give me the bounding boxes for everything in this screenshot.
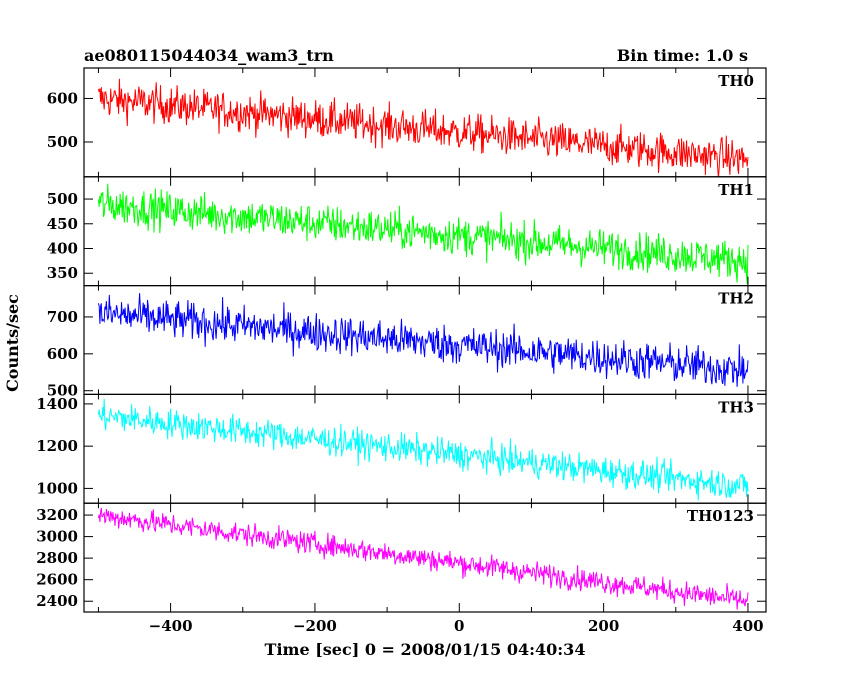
panel-th2: 500 600 700 TH2 xyxy=(47,285,767,400)
series-line-th0123 xyxy=(97,507,749,610)
y-tick-label: 600 xyxy=(47,345,78,363)
x-tick-label: 0 xyxy=(454,617,464,635)
series-line-th0 xyxy=(97,78,749,177)
series-line-th1 xyxy=(97,183,749,285)
y-axis-label: Counts/sec xyxy=(3,294,22,392)
panel-name: TH0 xyxy=(718,72,754,90)
y-tick-label: 500 xyxy=(47,190,78,208)
y-tick-label: 2800 xyxy=(36,549,78,567)
y-tick-label: 500 xyxy=(47,382,78,400)
x-tick-label: 200 xyxy=(588,617,619,635)
panel-name: TH2 xyxy=(718,290,754,308)
panel-name: TH0123 xyxy=(687,507,754,525)
y-tick-label: 450 xyxy=(47,215,78,233)
y-tick-label: 1400 xyxy=(36,395,78,413)
y-tick-label: 400 xyxy=(47,240,78,258)
y-tick-label: 500 xyxy=(47,133,78,151)
chart-title-right: Bin time: 1.0 s xyxy=(617,46,748,65)
y-tick-label: 3000 xyxy=(36,528,78,546)
y-tick-label: 3200 xyxy=(36,506,78,524)
y-tick-label: 350 xyxy=(47,264,78,282)
y-tick-label: 1200 xyxy=(36,437,78,455)
x-tick-label: −200 xyxy=(293,617,337,635)
panel-th1: 350 400 450 500 TH1 xyxy=(47,176,767,287)
y-tick-label: 2600 xyxy=(36,571,78,589)
y-tick-label: 2400 xyxy=(36,592,78,610)
y-tick-label: 700 xyxy=(47,308,78,326)
y-tick-label: 1000 xyxy=(36,479,78,497)
series-line-th2 xyxy=(97,293,749,387)
panel-th0123: 2400 2600 2800 3000 3200 TH0123 xyxy=(36,502,767,613)
x-tick-label: −400 xyxy=(149,617,193,635)
panel-th0: 500 600 TH0 xyxy=(47,67,767,178)
series-line-th3 xyxy=(97,398,749,501)
y-tick-label: 600 xyxy=(47,89,78,107)
panel-name: TH3 xyxy=(718,398,754,416)
panels-group: 500 600 TH0 350 400 450 500 TH1 500 600 700 TH2 1000… xyxy=(36,67,767,613)
x-axis-label: Time [sec] 0 = 2008/01/15 04:40:34 xyxy=(265,640,586,659)
panel-th3: 1000 1200 1400 TH3 xyxy=(36,393,767,504)
x-axis: −400 −200 0 200 400 xyxy=(149,617,764,635)
panel-frame xyxy=(83,502,767,613)
panel-name: TH1 xyxy=(718,181,754,199)
x-tick-label: 400 xyxy=(732,617,763,635)
chart-title-left: ae080115044034_wam3_trn xyxy=(84,46,334,65)
